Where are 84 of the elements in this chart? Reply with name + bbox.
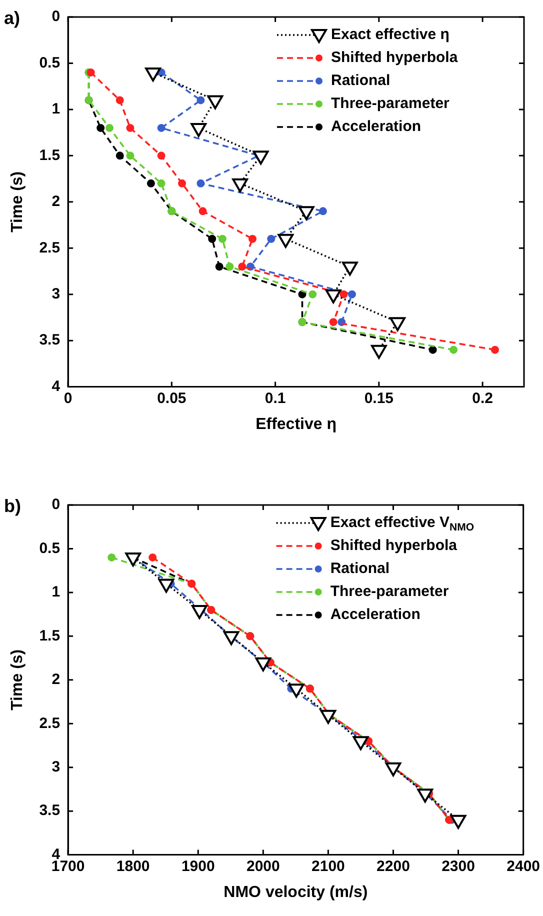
y-tick-label: 2 <box>52 671 60 688</box>
x-tick-label: 2100 <box>312 858 345 875</box>
point <box>215 262 224 271</box>
y-tick-label: 0.5 <box>39 540 60 557</box>
legend-label: Acceleration <box>330 606 420 624</box>
legend-label: Rational <box>330 560 390 578</box>
point <box>226 262 234 271</box>
legend-label: Shifted hyperbola <box>331 49 458 66</box>
y-tick-label: 0 <box>52 8 60 26</box>
point <box>385 762 402 776</box>
point <box>308 290 317 298</box>
x-tick-label: 0 <box>64 390 72 407</box>
legend-label: Three-parameter <box>330 583 449 600</box>
point <box>208 234 216 243</box>
point <box>126 152 134 160</box>
point <box>96 124 105 132</box>
x-axis-title: NMO velocity (m/s) <box>224 884 368 901</box>
y-tick-label: 2.5 <box>39 714 60 732</box>
point <box>255 657 272 672</box>
point <box>490 346 499 354</box>
point <box>318 207 327 216</box>
legend-label: Exact effective η <box>331 26 450 44</box>
x-tick-label: 2300 <box>442 858 475 875</box>
x-tick-label: 1800 <box>116 858 150 875</box>
point <box>106 124 114 132</box>
point <box>198 207 207 216</box>
point <box>450 814 466 829</box>
legend-label: Rational <box>331 72 390 90</box>
point <box>196 96 205 104</box>
point <box>352 736 369 750</box>
point <box>157 179 166 188</box>
point <box>148 553 157 562</box>
text: b) <box>4 496 21 516</box>
x-tick-label: 1700 <box>51 858 85 875</box>
point <box>348 290 356 298</box>
point <box>428 346 437 354</box>
y-tick-label: 2.5 <box>39 239 60 256</box>
y-tick-label: 1.5 <box>39 627 60 644</box>
point <box>178 179 186 188</box>
point <box>417 788 434 803</box>
y-tick-label: 0 <box>52 496 60 514</box>
legend-label: Three-parameter <box>331 95 450 112</box>
point <box>238 262 246 271</box>
point <box>116 96 124 104</box>
y-tick-label: 1 <box>52 584 60 601</box>
point <box>126 124 134 132</box>
text: a) <box>4 8 20 28</box>
y-tick-label: 2 <box>52 193 60 210</box>
y-tick-label: 0.5 <box>39 54 60 72</box>
x-axis-title: Effective η <box>256 416 336 433</box>
x-tick-label: 2000 <box>246 858 280 875</box>
point <box>288 684 304 698</box>
y-tick-label: 3 <box>52 285 60 302</box>
y-tick-label: 3.5 <box>39 332 60 349</box>
point <box>267 234 276 243</box>
point <box>157 152 166 160</box>
point <box>218 234 226 243</box>
point <box>329 318 338 326</box>
point <box>196 179 205 188</box>
x-tick-label: 1900 <box>181 858 215 875</box>
x-tick-label: 0.2 <box>472 390 493 407</box>
y-tick-label: 4 <box>52 378 61 395</box>
point <box>108 553 116 562</box>
x-tick-label: 0.05 <box>157 390 186 407</box>
point <box>320 710 336 724</box>
legend-label: Shifted hyperbola <box>330 537 458 554</box>
point <box>248 234 257 243</box>
y-axis-title: Time (s) <box>9 649 26 710</box>
point <box>116 152 124 160</box>
point <box>192 604 208 619</box>
x-tick-label: 2400 <box>506 858 540 875</box>
y-tick-label: 3.5 <box>39 802 60 820</box>
x-tick-label: 0.1 <box>264 390 286 407</box>
y-axis-title: Time (s) <box>9 171 26 232</box>
point <box>146 179 155 188</box>
x-tick-label: 0.15 <box>364 390 394 407</box>
point <box>340 290 348 298</box>
point <box>450 346 458 354</box>
x-tick-label: 2200 <box>376 858 410 875</box>
point <box>157 124 166 132</box>
legend-label: Acceleration <box>331 118 422 136</box>
y-tick-label: 1 <box>52 100 60 118</box>
y-tick-label: 3 <box>52 758 60 776</box>
y-tick-label: 1.5 <box>39 146 60 164</box>
